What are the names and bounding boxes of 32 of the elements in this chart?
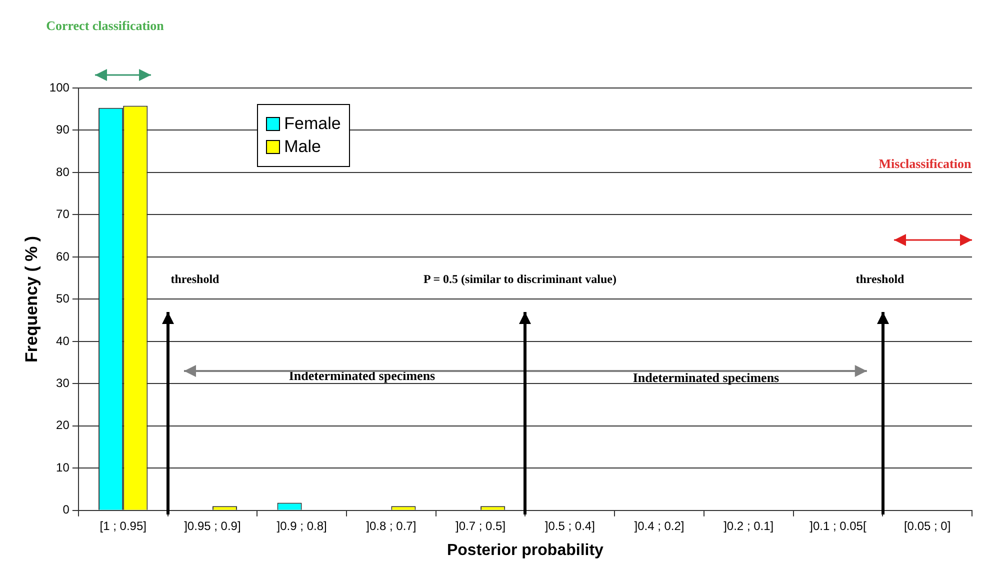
x-tick-label: ]0.8 ; 0.7] — [366, 518, 416, 533]
x-tick-label: [0.05 ; 0] — [904, 518, 951, 533]
annotation: threshold — [170, 272, 220, 287]
x-tick-label: [1 ; 0.95] — [100, 518, 146, 533]
y-tick-label: 20 — [56, 418, 70, 432]
y-tick-label: 30 — [56, 376, 70, 390]
y-tick-label: 10 — [56, 460, 70, 474]
legend-label: Female — [284, 114, 341, 134]
legend-label: Male — [284, 137, 321, 158]
y-tick-label: 50 — [56, 292, 70, 306]
y-tick-label: 60 — [56, 249, 70, 264]
text: Correct classification — [46, 18, 164, 34]
x-tick-label: ]0.95 ; 0.9] — [184, 518, 241, 533]
annotation: threshold — [856, 272, 904, 287]
x-tick-label: ]0.5 ; 0.4] — [544, 518, 595, 533]
y-tick-label: 0 — [62, 502, 70, 517]
x-tick-label: ]0.4 ; 0.2] — [634, 518, 684, 533]
y-tick-label: 80 — [56, 164, 70, 179]
y-tick-label: 90 — [56, 122, 70, 137]
annotation: Indeterminated specimens — [632, 370, 780, 386]
y-tick-label: 70 — [56, 207, 70, 222]
x-axis-title: Posterior probability — [446, 542, 604, 559]
x-tick-label: ]0.1 ; 0.05[ — [810, 518, 867, 533]
annotation: P = 0.5 (similar to discriminant value) — [424, 272, 616, 287]
annotation: Indeterminated specimens — [288, 368, 436, 384]
annotation: Misclassification — [878, 156, 972, 172]
y-axis-title: Frequency ( % ) — [22, 236, 41, 362]
x-tick-label: ]0.7 ; 0.5] — [456, 518, 506, 533]
y-tick-label: 40 — [56, 334, 70, 348]
x-tick-label: ]0.2 ; 0.1] — [724, 518, 774, 533]
y-tick-label: 100 — [49, 80, 70, 94]
x-tick-label: ]0.9 ; 0.8] — [276, 518, 327, 533]
